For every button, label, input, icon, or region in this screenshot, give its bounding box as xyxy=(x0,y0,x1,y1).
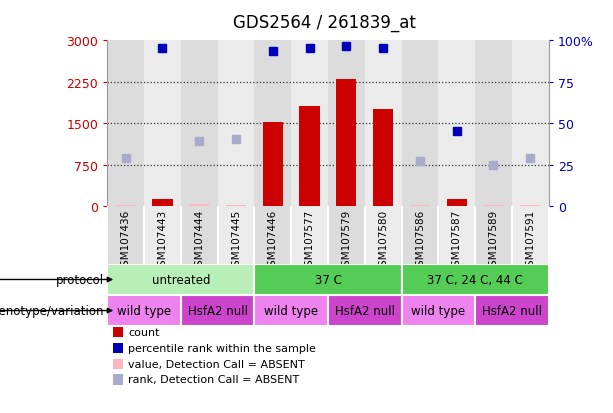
Text: untreated: untreated xyxy=(151,273,210,286)
Text: GSM107445: GSM107445 xyxy=(231,209,241,273)
Bar xyxy=(299,106,320,206)
Bar xyxy=(153,200,173,206)
Bar xyxy=(328,206,365,264)
Bar xyxy=(402,206,438,264)
Text: wild type: wild type xyxy=(264,304,318,317)
Bar xyxy=(373,110,394,206)
Bar xyxy=(181,41,218,207)
Bar xyxy=(254,41,291,207)
Text: GSM107443: GSM107443 xyxy=(158,209,167,273)
Text: 37 C, 24 C, 44 C: 37 C, 24 C, 44 C xyxy=(427,273,523,286)
Bar xyxy=(336,80,357,206)
Bar xyxy=(181,295,254,326)
Bar xyxy=(402,41,438,207)
Bar xyxy=(291,206,328,264)
Bar xyxy=(226,205,246,206)
Bar xyxy=(512,41,549,207)
Bar xyxy=(475,206,512,264)
Text: GDS2564 / 261839_at: GDS2564 / 261839_at xyxy=(234,14,416,32)
Text: rank, Detection Call = ABSENT: rank, Detection Call = ABSENT xyxy=(128,375,299,385)
Text: GSM107591: GSM107591 xyxy=(525,209,535,273)
Bar xyxy=(365,206,402,264)
Bar xyxy=(438,206,475,264)
Text: count: count xyxy=(128,328,159,337)
Text: GSM107587: GSM107587 xyxy=(452,209,462,273)
Bar xyxy=(254,206,291,264)
Bar xyxy=(402,295,475,326)
Bar xyxy=(107,41,144,207)
Bar xyxy=(144,206,181,264)
Bar xyxy=(475,295,549,326)
Bar xyxy=(447,199,467,206)
Bar xyxy=(365,41,402,207)
Bar xyxy=(291,41,328,207)
Bar xyxy=(107,206,144,264)
Bar xyxy=(512,206,549,264)
Text: genotype/variation: genotype/variation xyxy=(0,304,104,317)
Text: GSM107580: GSM107580 xyxy=(378,209,388,272)
Bar xyxy=(218,206,254,264)
Text: HsfA2 null: HsfA2 null xyxy=(188,304,248,317)
Bar xyxy=(438,41,475,207)
Bar xyxy=(328,295,402,326)
Text: 37 C: 37 C xyxy=(314,273,341,286)
Text: GSM107444: GSM107444 xyxy=(194,209,204,273)
Bar xyxy=(218,41,254,207)
Bar xyxy=(254,295,328,326)
Bar xyxy=(144,41,181,207)
Bar xyxy=(107,295,181,326)
Text: GSM107579: GSM107579 xyxy=(341,209,351,273)
Text: protocol: protocol xyxy=(56,273,104,286)
Bar xyxy=(263,123,283,206)
Text: HsfA2 null: HsfA2 null xyxy=(482,304,542,317)
Text: GSM107586: GSM107586 xyxy=(415,209,425,273)
Bar xyxy=(402,264,549,295)
Text: percentile rank within the sample: percentile rank within the sample xyxy=(128,343,316,353)
Bar xyxy=(181,206,218,264)
Text: HsfA2 null: HsfA2 null xyxy=(335,304,395,317)
Text: value, Detection Call = ABSENT: value, Detection Call = ABSENT xyxy=(128,359,305,369)
Bar xyxy=(475,41,512,207)
Bar xyxy=(189,205,209,206)
Text: GSM107436: GSM107436 xyxy=(121,209,131,273)
Text: GSM107446: GSM107446 xyxy=(268,209,278,273)
Bar xyxy=(254,264,402,295)
Bar xyxy=(107,264,254,295)
Text: GSM107577: GSM107577 xyxy=(305,209,314,273)
Text: wild type: wild type xyxy=(117,304,171,317)
Bar xyxy=(328,41,365,207)
Text: GSM107589: GSM107589 xyxy=(489,209,498,273)
Text: wild type: wild type xyxy=(411,304,465,317)
Bar xyxy=(409,205,430,206)
